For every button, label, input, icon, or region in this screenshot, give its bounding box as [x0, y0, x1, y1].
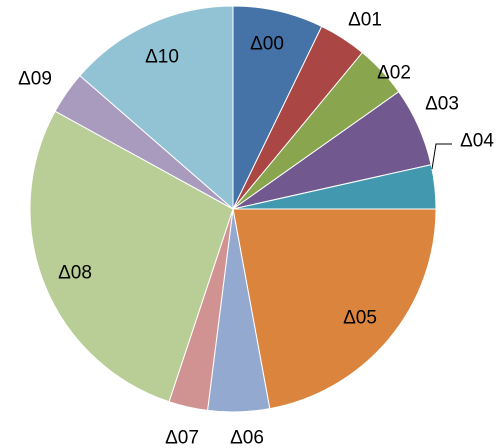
data-label: Δ05: [343, 308, 377, 329]
pie-slice-delta-10: [79, 5, 234, 211]
data-label: Δ04: [460, 131, 494, 152]
data-label: Δ07: [165, 428, 199, 448]
data-label: Δ10: [145, 47, 179, 68]
pie-slice-delta-05: [232, 208, 437, 410]
leader-line: [431, 143, 452, 170]
data-label: Δ00: [250, 34, 284, 55]
data-label: Δ01: [348, 10, 382, 31]
pie-slices: [29, 5, 437, 413]
data-label: Δ06: [230, 428, 264, 448]
data-label: Δ02: [377, 63, 411, 84]
pie-slice-delta-08: [29, 110, 234, 403]
data-label: Δ08: [58, 263, 92, 284]
data-label: Δ03: [425, 94, 459, 115]
data-label: Δ09: [18, 69, 52, 90]
